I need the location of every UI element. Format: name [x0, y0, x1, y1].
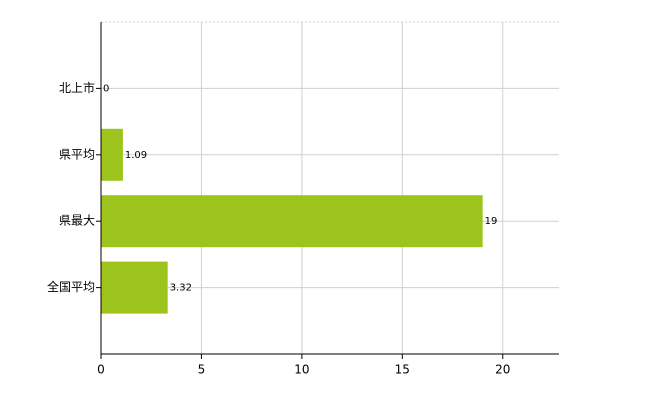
x-tick-label: 15 — [395, 363, 410, 377]
data-label: 0 — [103, 83, 109, 94]
y-tick-label: 全国平均 — [47, 279, 95, 294]
y-tick-label: 県平均 — [59, 147, 95, 161]
data-label: 1.09 — [125, 150, 147, 161]
x-tick-label: 20 — [495, 363, 510, 377]
bar — [101, 128, 123, 181]
x-tick-label: 0 — [97, 363, 105, 377]
bar — [101, 195, 483, 248]
x-tick-label: 5 — [198, 363, 206, 377]
data-label: 3.32 — [170, 283, 192, 294]
data-label: 19 — [485, 216, 498, 227]
y-tick-label: 北上市 — [59, 80, 95, 95]
y-tick-label: 県最大 — [59, 214, 95, 228]
x-tick-label: 10 — [294, 363, 309, 377]
bar — [101, 261, 168, 314]
